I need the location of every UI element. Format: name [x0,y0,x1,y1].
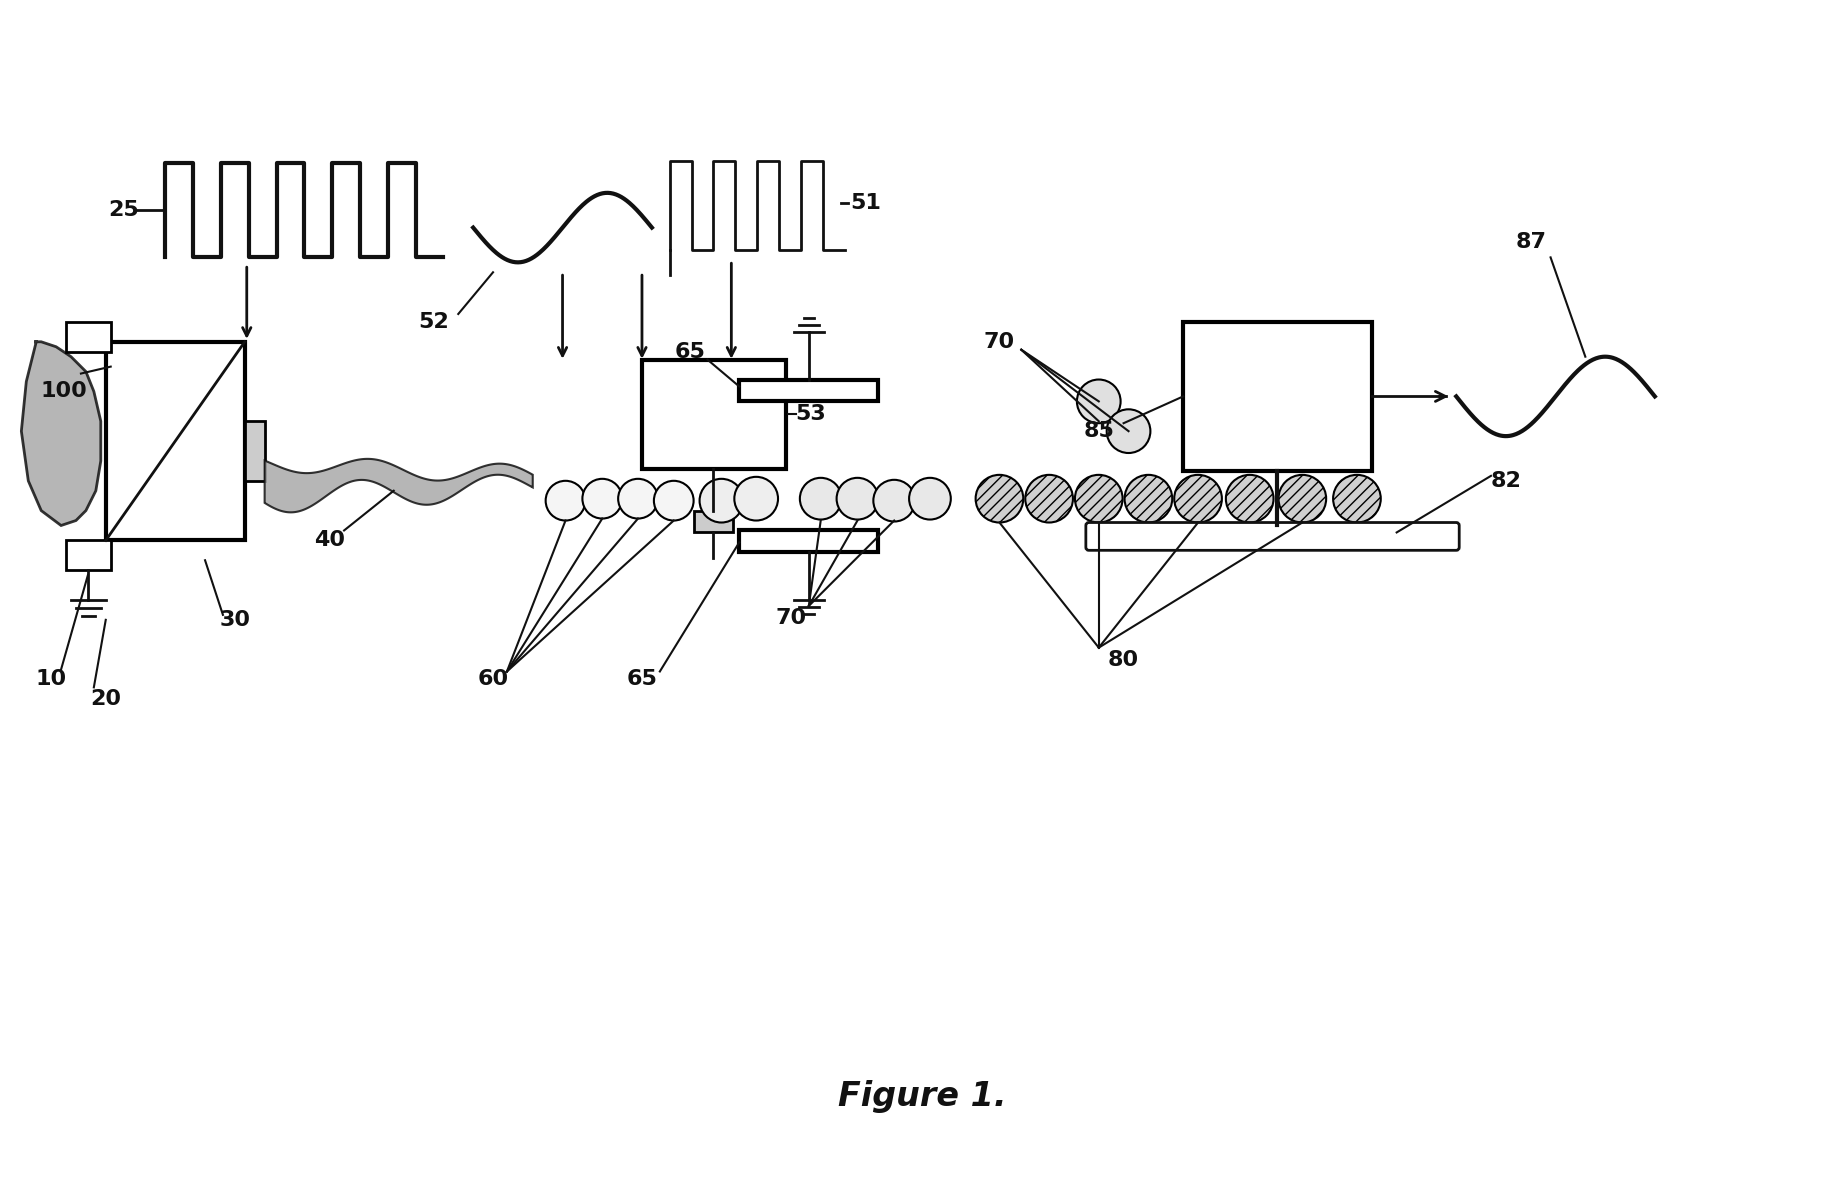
Circle shape [1107,410,1151,453]
Circle shape [734,476,779,520]
Text: 10: 10 [35,669,66,690]
Text: 70: 70 [983,332,1015,351]
Bar [642,360,786,469]
Circle shape [653,481,694,520]
Circle shape [1225,475,1273,523]
Polygon shape [264,459,533,512]
Circle shape [1334,475,1380,523]
FancyBboxPatch shape [1087,523,1459,550]
Circle shape [699,479,744,523]
Circle shape [976,475,1024,523]
Text: 65: 65 [627,669,657,690]
Bar [740,380,878,401]
Text: 60: 60 [478,669,509,690]
Circle shape [1077,380,1120,423]
Bar [66,541,111,570]
Text: 51: 51 [851,193,880,213]
Text: 30: 30 [220,610,251,630]
Bar [694,511,732,532]
Polygon shape [22,342,101,525]
Text: 40: 40 [314,530,345,550]
Text: 87: 87 [1515,232,1546,252]
Text: 25: 25 [109,200,138,219]
Text: 53: 53 [795,404,827,424]
Circle shape [836,478,878,519]
Circle shape [1026,475,1074,523]
Text: 82: 82 [1491,470,1522,491]
Text: 70: 70 [775,607,806,628]
Bar [245,422,264,481]
Text: 65: 65 [673,342,705,362]
Circle shape [873,480,915,522]
Text: 100: 100 [41,381,87,401]
Circle shape [1076,475,1122,523]
Circle shape [910,478,950,519]
Text: 20: 20 [90,690,122,710]
Circle shape [1125,475,1172,523]
Circle shape [1279,475,1327,523]
Bar [105,342,245,541]
Text: Figure 1.: Figure 1. [838,1080,1006,1112]
Circle shape [546,481,585,520]
Text: 52: 52 [419,312,448,332]
Bar [740,530,878,553]
Circle shape [801,478,841,519]
Circle shape [618,479,659,518]
Text: 85: 85 [1083,422,1114,441]
Circle shape [583,479,622,518]
Text: 80: 80 [1109,649,1138,669]
Bar [1183,322,1373,470]
Circle shape [1173,475,1221,523]
Bar [66,322,111,351]
